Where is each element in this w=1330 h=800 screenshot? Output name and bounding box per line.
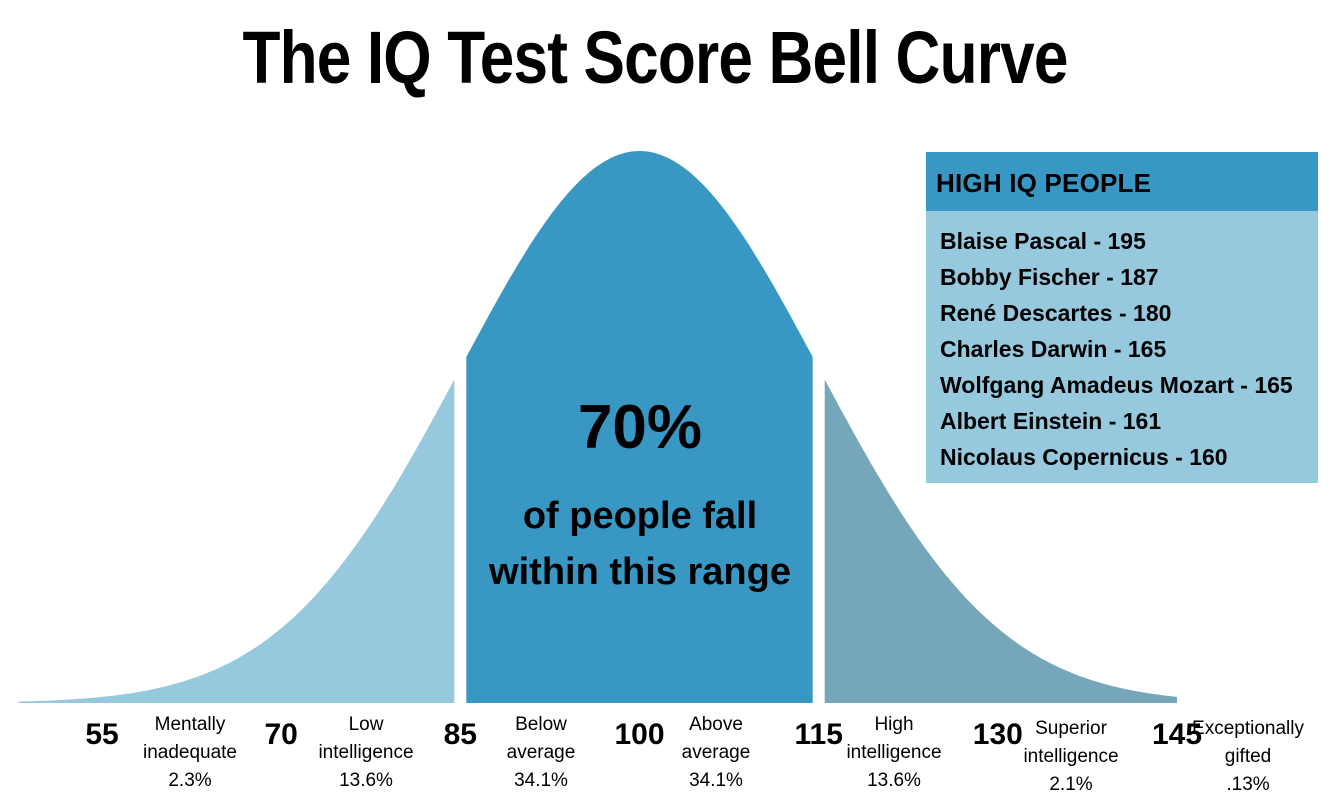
curve-center-region <box>466 151 813 703</box>
high-iq-panel: HIGH IQ PEOPLE Blaise Pascal - 195 Bobby … <box>926 152 1318 483</box>
curve-left-region <box>18 379 455 703</box>
category-label: Below average 34.1% <box>507 714 576 791</box>
high-iq-person: Wolfgang Amadeus Mozart - 165 <box>940 372 1293 398</box>
high-iq-title: HIGH IQ PEOPLE <box>926 152 1318 211</box>
x-tick-label: 85 <box>444 718 477 751</box>
high-iq-person: Charles Darwin - 165 <box>940 336 1167 362</box>
x-tick-label: 115 <box>794 718 842 751</box>
x-tick-label: 70 <box>265 718 298 751</box>
high-iq-person: Nicolaus Copernicus - 160 <box>940 444 1228 470</box>
x-axis-ticks: 55 70 85 100 115 130 145 <box>85 718 1202 751</box>
category-label: Low intelligence 13.6% <box>318 714 413 791</box>
category-label: Mentally inadequate 2.3% <box>143 714 237 791</box>
chart-title: The IQ Test Score Bell Curve <box>242 16 1068 99</box>
curve-right-region <box>824 379 1177 703</box>
x-tick-label: 145 <box>1152 718 1202 751</box>
category-label: Superior intelligence 2.1% <box>1023 718 1118 795</box>
curve-layer <box>18 151 1177 703</box>
high-iq-person: Bobby Fischer - 187 <box>940 264 1159 290</box>
highlight-line1: of people fall <box>523 495 757 537</box>
high-iq-list: Blaise Pascal - 195 Bobby Fischer - 187 Re… <box>926 211 1318 475</box>
category-label: Above average 34.1% <box>682 714 751 791</box>
high-iq-person: René Descartes - 180 <box>940 300 1172 326</box>
category-label: High intelligence 13.6% <box>846 714 941 791</box>
x-tick-label: 55 <box>85 718 118 751</box>
x-tick-label: 100 <box>614 718 664 751</box>
highlight-value: 70% <box>578 393 702 462</box>
high-iq-person: Albert Einstein - 161 <box>940 408 1162 434</box>
highlight-line2: within this range <box>488 551 791 593</box>
high-iq-person: Blaise Pascal - 195 <box>940 228 1146 254</box>
category-label: Exceptionally gifted .13% <box>1192 718 1304 795</box>
x-tick-label: 130 <box>973 718 1023 751</box>
category-labels: Mentally inadequate 2.3% Low intelligence 13.… <box>143 714 1304 795</box>
